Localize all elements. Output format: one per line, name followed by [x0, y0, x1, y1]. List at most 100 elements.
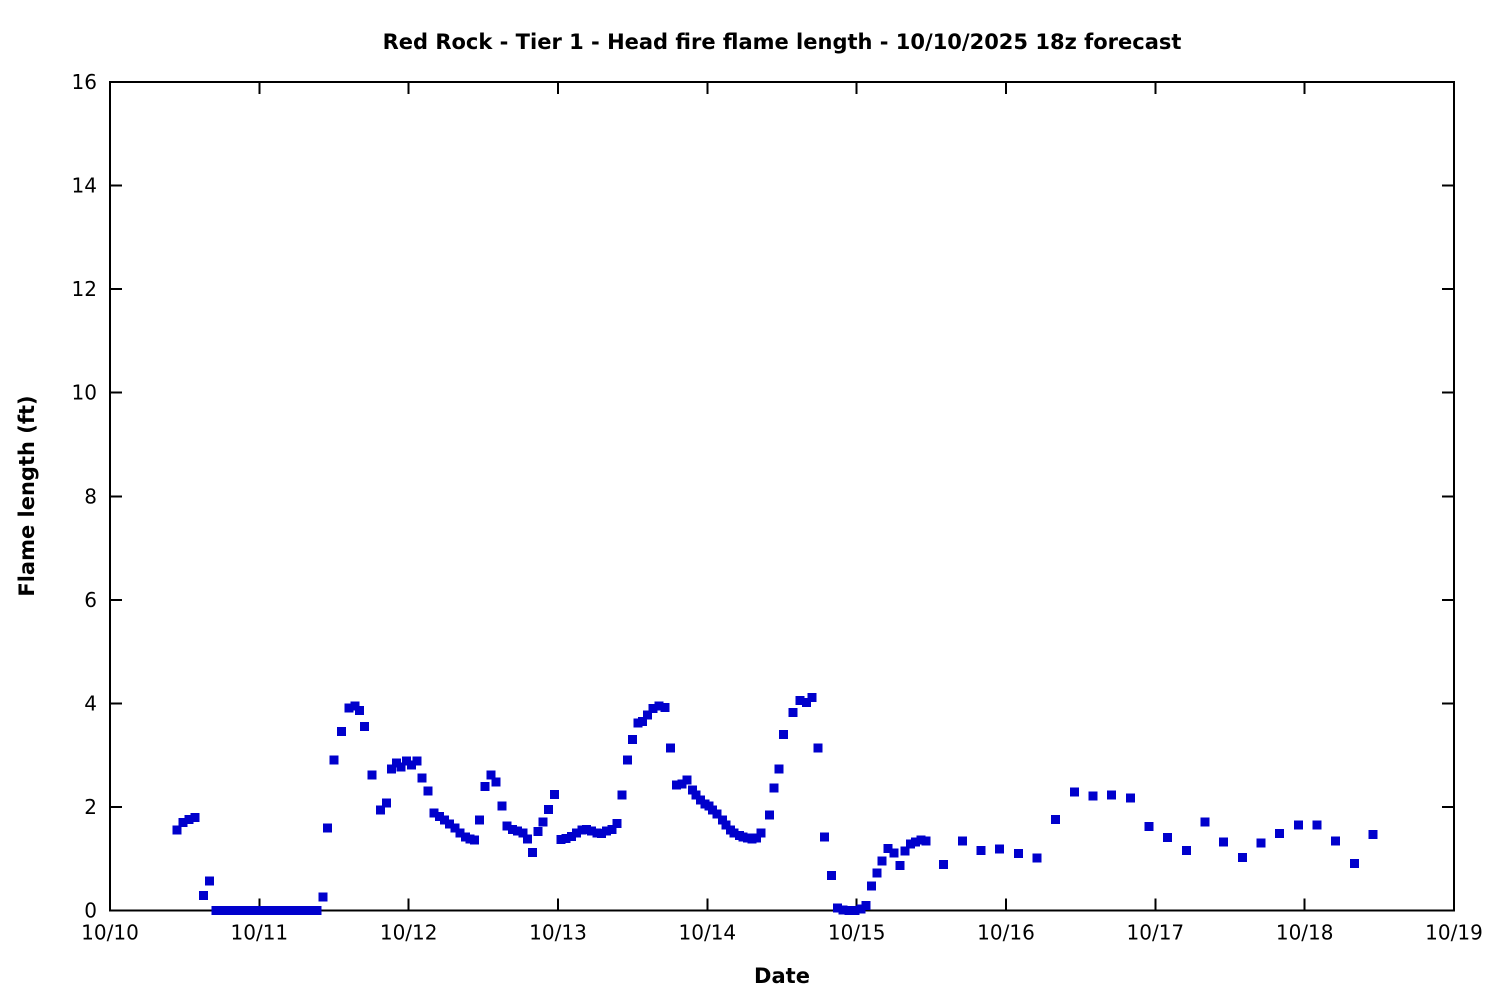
x-tick-label: 10/12	[380, 921, 438, 945]
data-point-marker	[877, 856, 887, 866]
data-point-marker	[502, 821, 512, 831]
data-point-marker	[820, 832, 830, 842]
data-point-marker	[318, 892, 328, 902]
x-tick-label: 10/11	[231, 921, 289, 945]
data-point-marker	[1051, 814, 1061, 824]
data-point-marker	[666, 743, 676, 753]
data-point-marker	[386, 764, 396, 774]
data-point-marker	[486, 770, 496, 780]
data-point-marker	[224, 906, 234, 915]
data-point-marker	[916, 835, 926, 845]
data-point-marker	[261, 906, 271, 915]
data-point-marker	[1107, 790, 1117, 800]
data-point-marker	[895, 860, 905, 870]
data-point-marker	[423, 786, 433, 796]
data-point-marker	[826, 870, 836, 880]
data-point-marker	[788, 708, 798, 718]
data-point-marker	[538, 817, 548, 827]
data-point-marker	[1144, 822, 1154, 832]
data-point-marker	[957, 836, 967, 846]
data-point-marker	[654, 701, 664, 711]
data-point-marker	[242, 906, 252, 915]
data-point-marker	[911, 837, 921, 847]
data-point-marker	[549, 790, 559, 800]
data-point-marker	[643, 710, 653, 720]
data-point-marker	[856, 904, 866, 914]
data-point-marker	[889, 848, 899, 858]
data-point-marker	[299, 906, 309, 915]
data-point-marker	[572, 828, 582, 838]
data-point-marker	[455, 828, 465, 838]
data-point-marker	[480, 782, 490, 792]
data-point-marker	[774, 764, 784, 774]
data-point-marker	[995, 844, 1005, 854]
data-point-marker	[861, 900, 871, 910]
plot-border	[109, 81, 1455, 912]
data-point-marker	[712, 809, 722, 819]
data-point-marker	[802, 697, 812, 707]
data-point-marker	[939, 859, 949, 869]
data-point-marker	[813, 743, 823, 753]
data-point-marker	[230, 906, 240, 915]
data-point-marker	[1293, 820, 1303, 830]
data-point-marker	[672, 780, 682, 790]
data-points	[172, 693, 1378, 915]
data-point-marker	[336, 726, 346, 736]
data-point-marker	[475, 815, 485, 825]
data-point-marker	[450, 823, 460, 833]
data-point-marker	[491, 777, 501, 787]
y-tick-label: 0	[84, 899, 97, 923]
data-point-marker	[677, 779, 687, 789]
x-tick-label: 10/19	[1425, 921, 1483, 945]
data-point-marker	[832, 903, 842, 913]
data-point-marker	[184, 814, 194, 824]
data-point-marker	[637, 716, 647, 726]
data-point-marker	[1088, 791, 1098, 801]
data-point-marker	[211, 906, 221, 915]
data-point-marker	[838, 905, 848, 915]
y-tick-label: 14	[72, 174, 97, 198]
data-point-marker	[717, 815, 727, 825]
data-point-marker	[1331, 836, 1341, 846]
data-point-marker	[561, 834, 571, 844]
data-point-marker	[375, 805, 385, 815]
data-point-marker	[274, 906, 284, 915]
data-point-marker	[883, 843, 893, 853]
data-point-marker	[976, 845, 986, 855]
data-point-marker	[249, 906, 259, 915]
data-point-marker	[407, 760, 417, 770]
data-point-marker	[795, 695, 805, 705]
x-tick-label: 10/17	[1127, 921, 1185, 945]
y-tick-label: 4	[84, 691, 97, 715]
data-point-marker	[518, 828, 528, 838]
data-point-marker	[412, 756, 422, 766]
data-point-marker	[513, 826, 523, 836]
data-point-marker	[1312, 820, 1322, 830]
data-point-marker	[497, 801, 507, 811]
data-point-marker	[850, 906, 860, 915]
chart-title: Red Rock - Tier 1 - Head fire flame leng…	[382, 30, 1182, 54]
x-tick-label: 10/15	[828, 921, 886, 945]
data-point-marker	[360, 722, 370, 732]
data-point-marker	[1349, 858, 1359, 868]
data-point-marker	[682, 775, 692, 785]
x-axis-title: Date	[754, 964, 810, 988]
data-point-marker	[900, 846, 910, 856]
data-point-marker	[660, 703, 670, 713]
x-tick-label: 10/16	[977, 921, 1035, 945]
data-point-marker	[178, 817, 188, 827]
data-point-marker	[844, 906, 854, 915]
x-tick-label: 10/13	[529, 921, 587, 945]
data-point-marker	[355, 706, 365, 716]
data-point-marker	[267, 906, 277, 915]
data-point-marker	[381, 798, 391, 808]
data-point-marker	[434, 811, 444, 821]
data-point-marker	[1163, 832, 1173, 842]
data-point-marker	[286, 906, 296, 915]
x-tick-labels: 10/10 10/11 10/12 10/13 10/14 10/15 10/16 10/17…	[81, 921, 1483, 945]
data-point-marker	[204, 876, 214, 886]
data-point-marker	[769, 783, 779, 793]
data-point-marker	[255, 906, 265, 915]
data-point-marker	[401, 756, 411, 766]
